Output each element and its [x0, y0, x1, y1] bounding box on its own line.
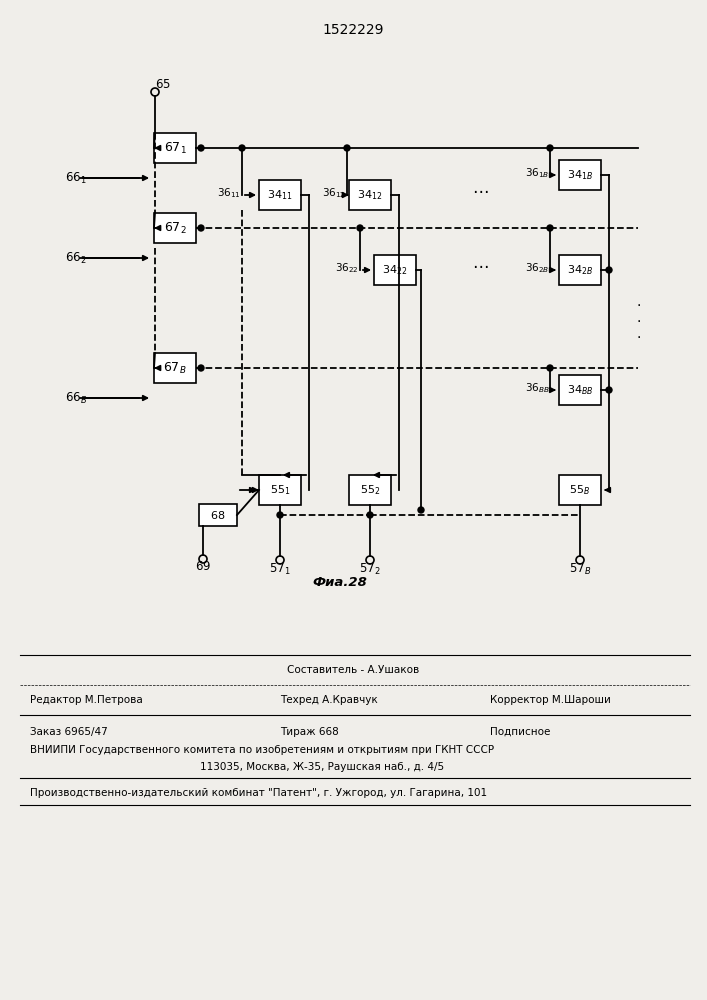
Circle shape [277, 512, 283, 518]
Text: Производственно-издательский комбинат "Патент", г. Ужгород, ул. Гагарина, 101: Производственно-издательский комбинат "П… [30, 788, 487, 798]
Text: $68$: $68$ [210, 509, 226, 521]
Text: Фиа.28: Фиа.28 [312, 576, 368, 588]
Text: $\cdot$
$\cdot$
$\cdot$: $\cdot$ $\cdot$ $\cdot$ [636, 297, 641, 343]
Text: $67_1$: $67_1$ [163, 140, 187, 156]
Text: $36_{BB}$: $36_{BB}$ [525, 381, 549, 395]
Circle shape [547, 225, 553, 231]
Text: $34_{1B}$: $34_{1B}$ [567, 168, 593, 182]
Text: $65$: $65$ [155, 78, 171, 91]
Text: $36_{1B}$: $36_{1B}$ [525, 166, 549, 180]
Text: Составитель - А.Ушаков: Составитель - А.Ушаков [287, 665, 419, 675]
Text: $66_1$: $66_1$ [65, 170, 86, 186]
Circle shape [547, 145, 553, 151]
Text: Заказ 6965/47: Заказ 6965/47 [30, 727, 107, 737]
Text: $55_2$: $55_2$ [360, 483, 380, 497]
FancyBboxPatch shape [259, 475, 301, 505]
Text: $57_2$: $57_2$ [359, 561, 381, 577]
Text: $36_{12}$: $36_{12}$ [322, 186, 346, 200]
Circle shape [239, 145, 245, 151]
Text: Корректор М.Шароши: Корректор М.Шароши [490, 695, 611, 705]
Text: Тираж 668: Тираж 668 [280, 727, 339, 737]
FancyBboxPatch shape [154, 133, 196, 163]
Circle shape [198, 145, 204, 151]
Text: $34_{BB}$: $34_{BB}$ [567, 383, 593, 397]
FancyBboxPatch shape [559, 375, 601, 405]
Circle shape [367, 512, 373, 518]
Text: Техред А.Кравчук: Техред А.Кравчук [280, 695, 378, 705]
Text: $34_{2B}$: $34_{2B}$ [567, 263, 593, 277]
Text: $66_B$: $66_B$ [65, 390, 87, 406]
Text: Подписное: Подписное [490, 727, 550, 737]
FancyBboxPatch shape [374, 255, 416, 285]
Text: $34_{22}$: $34_{22}$ [382, 263, 408, 277]
Circle shape [418, 507, 424, 513]
Circle shape [606, 387, 612, 393]
Text: $34_{12}$: $34_{12}$ [357, 188, 382, 202]
FancyBboxPatch shape [349, 180, 391, 210]
Circle shape [606, 267, 612, 273]
Text: $57_1$: $57_1$ [269, 561, 291, 577]
FancyBboxPatch shape [559, 255, 601, 285]
Text: $\cdots$: $\cdots$ [472, 256, 489, 274]
Text: $55_B$: $55_B$ [569, 483, 590, 497]
Text: $36_{22}$: $36_{22}$ [335, 261, 359, 275]
Text: $67_B$: $67_B$ [163, 360, 187, 376]
FancyBboxPatch shape [349, 475, 391, 505]
Text: Редактор М.Петрова: Редактор М.Петрова [30, 695, 143, 705]
Text: $36_{2B}$: $36_{2B}$ [525, 261, 549, 275]
Circle shape [344, 145, 350, 151]
Text: $66_2$: $66_2$ [65, 250, 86, 266]
Text: $\cdots$: $\cdots$ [472, 181, 489, 199]
FancyBboxPatch shape [559, 160, 601, 190]
Text: $57_B$: $57_B$ [569, 561, 591, 577]
FancyBboxPatch shape [154, 353, 196, 383]
Text: 1522229: 1522229 [322, 23, 384, 37]
FancyBboxPatch shape [199, 504, 237, 526]
FancyBboxPatch shape [259, 180, 301, 210]
Text: $55_1$: $55_1$ [270, 483, 291, 497]
Circle shape [357, 225, 363, 231]
FancyBboxPatch shape [154, 213, 196, 243]
Circle shape [198, 365, 204, 371]
Text: ВНИИПИ Государственного комитета по изобретениям и открытиям при ГКНТ СССР: ВНИИПИ Государственного комитета по изоб… [30, 745, 494, 755]
Circle shape [198, 225, 204, 231]
Text: 113035, Москва, Ж-35, Раушская наб., д. 4/5: 113035, Москва, Ж-35, Раушская наб., д. … [200, 762, 444, 772]
Text: $69$: $69$ [195, 560, 211, 574]
Text: $34_{11}$: $34_{11}$ [267, 188, 293, 202]
FancyBboxPatch shape [559, 475, 601, 505]
Text: $67_2$: $67_2$ [164, 220, 187, 236]
Circle shape [547, 365, 553, 371]
Text: $36_{11}$: $36_{11}$ [217, 186, 241, 200]
